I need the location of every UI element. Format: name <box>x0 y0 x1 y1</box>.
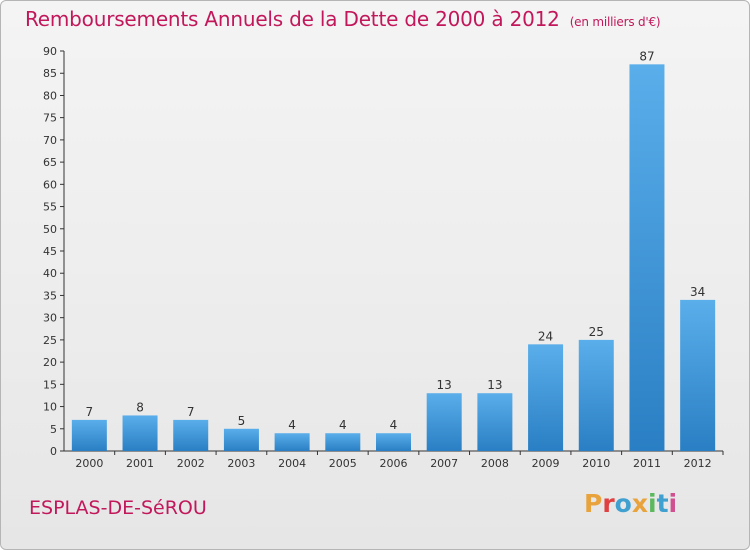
x-tick-label: 2004 <box>278 457 306 470</box>
x-tick-label: 2002 <box>177 457 205 470</box>
y-tick-label: 0 <box>50 445 57 458</box>
x-tick-label: 2003 <box>227 457 255 470</box>
chart-title-text: Remboursements Annuels de la Dette de 20… <box>25 7 560 31</box>
bar <box>122 415 158 451</box>
bar-value-label: 13 <box>487 378 502 392</box>
bar <box>629 64 665 452</box>
bar <box>173 419 209 451</box>
logo-letter: i <box>648 489 657 518</box>
bar <box>426 393 462 451</box>
logo-letter: t <box>656 489 669 518</box>
bar <box>223 428 259 451</box>
y-tick-label: 30 <box>43 312 57 325</box>
y-tick-label: 20 <box>43 356 57 369</box>
bar <box>71 419 107 451</box>
bar-value-label: 34 <box>690 285 705 299</box>
y-tick-label: 75 <box>43 112 57 125</box>
y-tick-label: 25 <box>43 334 57 347</box>
y-tick-label: 55 <box>43 201 57 214</box>
bar-value-label: 8 <box>136 400 144 414</box>
x-tick-label: 2006 <box>380 457 408 470</box>
logo-letter: x <box>631 489 648 518</box>
bar-value-label: 87 <box>639 49 654 63</box>
y-tick-label: 85 <box>43 67 57 80</box>
bar-value-label: 24 <box>538 329 553 343</box>
bar-value-label: 13 <box>437 378 452 392</box>
y-tick-label: 10 <box>43 401 57 414</box>
bar <box>528 344 564 451</box>
y-tick-label: 5 <box>50 423 57 436</box>
y-tick-label: 60 <box>43 178 57 191</box>
bar <box>680 299 716 451</box>
bar <box>274 433 310 451</box>
bar-value-label: 4 <box>339 418 347 432</box>
commune-name: ESPLAS-DE-SéROU <box>29 497 207 519</box>
bar-value-label: 7 <box>187 405 195 419</box>
y-tick-label: 40 <box>43 267 57 280</box>
bar <box>325 433 361 451</box>
y-tick-label: 90 <box>43 45 57 58</box>
logo-letter: r <box>602 489 615 518</box>
x-tick-label: 2009 <box>532 457 560 470</box>
logo-letter: o <box>614 489 632 518</box>
bar <box>477 393 513 451</box>
bar-value-label: 25 <box>589 325 604 339</box>
x-tick-label: 2007 <box>430 457 458 470</box>
y-tick-label: 35 <box>43 289 57 302</box>
chart-title: Remboursements Annuels de la Dette de 20… <box>25 7 661 31</box>
bar-value-label: 4 <box>288 418 296 432</box>
y-tick-label: 15 <box>43 378 57 391</box>
bar-value-label: 5 <box>238 414 246 428</box>
x-tick-label: 2008 <box>481 457 509 470</box>
x-tick-label: 2011 <box>633 457 661 470</box>
bar-value-label: 7 <box>86 405 94 419</box>
y-tick-label: 50 <box>43 223 57 236</box>
x-tick-label: 2001 <box>126 457 154 470</box>
x-tick-label: 2010 <box>582 457 610 470</box>
logo-letter: P <box>584 489 603 518</box>
proxiti-logo: Proxiti <box>584 489 677 518</box>
y-tick-label: 45 <box>43 245 57 258</box>
y-tick-label: 80 <box>43 89 57 102</box>
bar <box>578 339 614 451</box>
logo-letter: i <box>668 489 678 518</box>
chart-unit: (en milliers d'€) <box>569 15 661 29</box>
bar-value-label: 4 <box>390 418 398 432</box>
x-tick-label: 2005 <box>329 457 357 470</box>
x-tick-label: 2000 <box>75 457 103 470</box>
x-tick-label: 2012 <box>684 457 712 470</box>
y-tick-label: 70 <box>43 134 57 147</box>
bar <box>376 433 411 451</box>
y-tick-label: 65 <box>43 156 57 169</box>
